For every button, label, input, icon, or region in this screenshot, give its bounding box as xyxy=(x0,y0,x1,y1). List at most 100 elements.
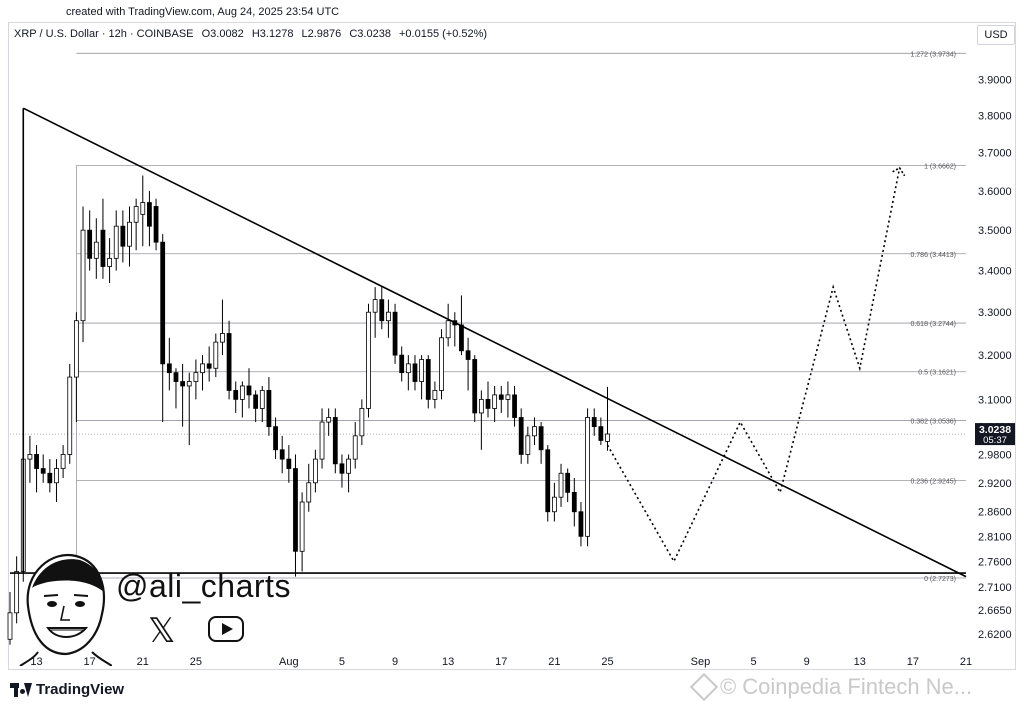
candle-down xyxy=(279,449,285,460)
candle-up xyxy=(27,454,33,460)
candle-down xyxy=(379,299,385,322)
candle-down xyxy=(166,363,172,374)
fib-level-label: 1 (3.6662) xyxy=(924,163,956,170)
bar-countdown: 05:37 xyxy=(983,435,1007,446)
projection-path xyxy=(606,167,901,564)
x-tick-label: Sep xyxy=(691,656,711,668)
candle-up xyxy=(54,468,59,484)
x-logo-icon[interactable]: 𝕏 xyxy=(148,612,176,650)
candle-up xyxy=(492,394,498,409)
x-tick-label: 9 xyxy=(804,656,810,668)
tradingview-logo[interactable]: TradingView xyxy=(10,681,124,698)
candle-down xyxy=(465,350,471,360)
candle-down xyxy=(399,354,405,374)
candle-up xyxy=(14,571,20,614)
candle-up xyxy=(359,408,365,437)
x-tick-label: Aug xyxy=(279,656,299,668)
projection-arrowhead xyxy=(892,166,906,177)
candle-down xyxy=(472,359,478,414)
candle-up xyxy=(312,458,318,484)
y-tick-label: 2.9800 xyxy=(978,449,1012,461)
candle-up xyxy=(140,202,146,215)
symbol-legend: XRP / U.S. Dollar · 12h · COINBASE O3.00… xyxy=(14,28,492,40)
candle-down xyxy=(160,241,166,365)
fib-level-label: 0.236 (2.9245) xyxy=(910,479,956,486)
candle-up xyxy=(372,299,378,313)
candle-up xyxy=(352,435,358,460)
candle-down xyxy=(571,491,577,513)
candle-up xyxy=(346,458,351,474)
x-tick-label: 13 xyxy=(442,656,454,668)
candle-down xyxy=(392,311,398,356)
x-tick-label: 25 xyxy=(190,656,202,668)
candle-down xyxy=(100,229,106,267)
created-caption: created with TradingView.com, Aug 24, 20… xyxy=(66,6,340,18)
candle-down xyxy=(578,511,584,537)
candle-down xyxy=(147,202,152,227)
y-tick-label: 3.5000 xyxy=(978,225,1012,237)
candle-down xyxy=(233,390,239,400)
avatar-drawing xyxy=(19,553,113,667)
fib-level-label: 0 (2.7273) xyxy=(924,576,956,583)
ohlc-close: C3.0238 xyxy=(349,28,391,40)
candle-up xyxy=(366,311,371,409)
candle-up xyxy=(478,398,484,414)
x-tick-label: 17 xyxy=(907,656,919,668)
fib-level-label: 0.786 (3.4413) xyxy=(910,252,956,259)
author-handle: @ali_charts xyxy=(116,568,291,604)
candle-down xyxy=(498,394,504,400)
candle-down xyxy=(180,381,186,387)
y-tick-label: 2.9200 xyxy=(978,478,1012,490)
candle-down xyxy=(512,394,517,418)
coinpedia-watermark: © Coinpedia Fintech Ne... xyxy=(689,672,972,702)
y-tick-label: 3.8000 xyxy=(978,111,1012,123)
descending-trendline xyxy=(22,107,967,578)
y-tick-label: 2.8100 xyxy=(978,531,1012,543)
y-tick-label: 3.1000 xyxy=(978,394,1012,406)
candle-up xyxy=(220,333,225,343)
candle-up xyxy=(67,376,73,455)
y-tick-label: 2.7100 xyxy=(978,582,1012,594)
candle-down xyxy=(286,458,292,469)
candle-up xyxy=(445,320,451,339)
candle-up xyxy=(551,496,557,513)
last-price-value: 3.0238 xyxy=(979,424,1011,436)
x-tick-label: 5 xyxy=(339,656,345,668)
youtube-icon[interactable] xyxy=(208,616,244,642)
candle-up xyxy=(299,501,305,552)
candle-up xyxy=(605,433,610,442)
candle-up xyxy=(239,385,245,400)
y-tick-label: 2.6650 xyxy=(978,605,1012,617)
candle-up xyxy=(60,454,66,469)
last-price-tag xyxy=(975,423,1015,446)
x-tick-label: 13 xyxy=(30,656,42,668)
candle-up xyxy=(585,417,590,537)
tradingview-wordmark: TradingView xyxy=(36,681,125,698)
coinpedia-logo-icon xyxy=(689,672,719,702)
candle-down xyxy=(87,229,93,259)
candle-up xyxy=(558,472,564,498)
candle-down xyxy=(40,468,46,474)
y-tick-label: 3.4000 xyxy=(978,266,1012,278)
candle-down xyxy=(591,417,597,428)
ohlc-low: L2.9876 xyxy=(301,28,342,40)
candle-down xyxy=(266,390,272,428)
ohlc-change: +0.0155 (+0.52%) xyxy=(399,28,488,40)
candle-down xyxy=(485,398,491,409)
y-tick-label: 2.7600 xyxy=(978,556,1012,568)
candle-down xyxy=(598,426,604,441)
y-tick-label: 2.8600 xyxy=(978,507,1012,519)
candle-up xyxy=(259,390,265,409)
candle-up xyxy=(107,257,112,267)
y-tick-label: 3.9000 xyxy=(978,74,1012,86)
candle-up xyxy=(386,311,391,322)
symbol-name[interactable]: XRP / U.S. Dollar · 12h · COINBASE xyxy=(14,28,194,40)
currency-button[interactable]: USD xyxy=(977,25,1015,45)
candle-down xyxy=(273,426,278,451)
fib-level-label: 0.5 (3.1621) xyxy=(918,370,956,377)
candle-down xyxy=(246,385,252,396)
candle-up xyxy=(306,482,312,503)
candle-up xyxy=(80,229,86,322)
x-tick-label: 21 xyxy=(548,656,560,668)
